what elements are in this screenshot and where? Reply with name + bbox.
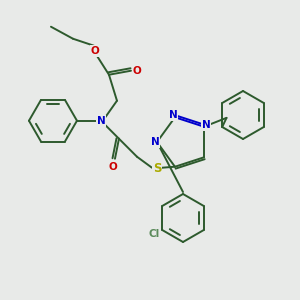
Text: N: N bbox=[202, 120, 210, 130]
Text: O: O bbox=[91, 46, 99, 56]
Text: O: O bbox=[109, 162, 117, 172]
Text: N: N bbox=[97, 116, 105, 126]
Text: S: S bbox=[153, 162, 161, 175]
Text: N: N bbox=[169, 110, 177, 120]
Text: O: O bbox=[133, 66, 141, 76]
Text: N: N bbox=[151, 137, 159, 147]
Text: Cl: Cl bbox=[148, 229, 160, 239]
